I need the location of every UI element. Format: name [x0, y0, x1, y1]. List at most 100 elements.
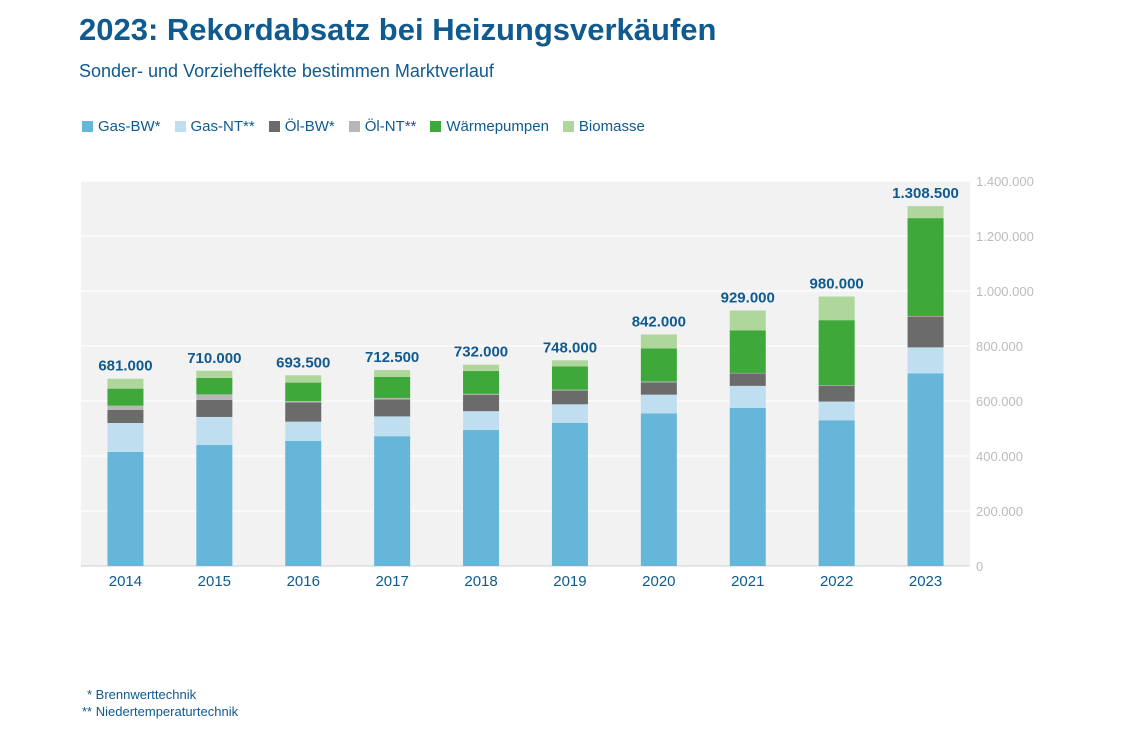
bar-segment-öl-nt [285, 401, 322, 403]
bar-segment-gas-bw [285, 440, 322, 566]
bar-segment-wärmepumpen [463, 371, 500, 394]
bar-segment-gas-nt [640, 394, 677, 414]
bar-segment-öl-nt [729, 372, 766, 374]
footnotes: * Brennwerttechnik ** Niedertemperaturte… [82, 686, 238, 720]
bar-segment-gas-nt [907, 347, 944, 374]
legend-swatch [430, 121, 442, 132]
bar-segment-wärmepumpen [107, 388, 144, 406]
bar-segment-gas-bw [818, 420, 855, 566]
bar-segment-öl-nt [196, 394, 233, 400]
y-tick-label: 200.000 [976, 504, 1023, 519]
x-tick-label: 2016 [287, 573, 320, 590]
bar-segment-biomasse [729, 310, 766, 331]
bar-segment-wärmepumpen [729, 330, 766, 373]
legend-swatch [82, 121, 93, 132]
bar-segment-biomasse [907, 206, 944, 219]
x-tick-label: 2014 [109, 573, 142, 590]
bar-segment-öl-bw [551, 390, 588, 405]
legend-label: Gas-NT** [190, 118, 255, 135]
bar-segment-wärmepumpen [640, 348, 677, 382]
bar-segment-biomasse [285, 375, 322, 383]
legend-item-biomasse: Biomasse [562, 118, 645, 135]
bar-total-label: 842.000 [632, 313, 686, 330]
bar-segment-gas-bw [551, 423, 588, 566]
bar-segment-öl-nt [463, 393, 500, 395]
legend-label: Biomasse [578, 118, 645, 135]
bar-segment-öl-nt [374, 397, 411, 400]
legend-item-gas-bw: Gas-BW* [82, 118, 161, 135]
bar-segment-öl-bw [640, 382, 677, 395]
legend-item-gas-nt: Gas-NT** [174, 118, 255, 135]
y-tick-label: 600.000 [976, 394, 1023, 409]
legend-swatch [174, 121, 186, 132]
legend-label: Öl-BW* [284, 118, 335, 135]
bar-segment-gas-nt [818, 401, 855, 421]
bar-total-label: 681.000 [98, 358, 152, 375]
bar-segment-wärmepumpen [285, 382, 322, 401]
bar-segment-wärmepumpen [374, 376, 411, 398]
y-tick-label: 1.200.000 [976, 229, 1034, 244]
bar-segment-öl-bw [196, 399, 233, 417]
bar-segment-gas-nt [463, 411, 500, 430]
legend-label: Gas-BW* [98, 118, 161, 135]
bar-segment-öl-nt [551, 389, 588, 391]
chart-title: 2023: Rekordabsatz bei Heizungsverkäufen [79, 12, 717, 47]
bar-segment-biomasse [107, 378, 144, 389]
x-tick-label: 2017 [375, 573, 408, 590]
x-tick-label: 2019 [553, 573, 586, 590]
x-tick-label: 2021 [731, 573, 764, 590]
legend-item-waermepumpen: Wärmepumpen [430, 118, 549, 135]
bar-segment-wärmepumpen [196, 377, 233, 395]
chart-legend: Gas-BW* Gas-NT** Öl-BW* Öl-NT** Wärmepum… [82, 118, 645, 135]
bar-total-label: 748.000 [543, 339, 597, 356]
bar-segment-wärmepumpen [818, 320, 855, 386]
footnote-brennwerttechnik: * Brennwerttechnik [87, 687, 197, 702]
y-tick-label: 800.000 [976, 339, 1023, 354]
bar-segment-öl-bw [729, 373, 766, 386]
y-tick-label: 0 [976, 559, 983, 574]
bar-segment-biomasse [463, 364, 500, 372]
bar-segment-gas-bw [107, 451, 144, 566]
bar-segment-gas-bw [374, 436, 411, 566]
bar-total-label: 712.500 [365, 349, 419, 366]
bar-total-label: 732.000 [454, 344, 508, 361]
bar-segment-gas-bw [196, 445, 233, 566]
bar-segment-biomasse [551, 360, 588, 367]
bar-total-label: 980.000 [810, 276, 864, 293]
bar-segment-gas-nt [107, 423, 144, 452]
bar-segment-öl-nt [818, 385, 855, 386]
y-tick-label: 400.000 [976, 449, 1023, 464]
bar-segment-öl-bw [463, 394, 500, 412]
legend-item-oel-nt: Öl-NT** [348, 118, 417, 135]
bar-segment-gas-nt [551, 404, 588, 423]
bar-segment-gas-bw [463, 429, 500, 566]
bar-total-label: 929.000 [721, 290, 775, 307]
bar-segment-gas-nt [196, 416, 233, 445]
legend-swatch [562, 121, 574, 132]
bar-segment-öl-bw [285, 402, 322, 422]
bar-segment-biomasse [196, 370, 233, 378]
legend-swatch [348, 121, 360, 132]
bar-segment-öl-nt [640, 381, 677, 383]
legend-item-oel-bw: Öl-BW* [268, 118, 335, 135]
bar-segment-öl-nt [907, 316, 944, 317]
y-tick-label: 1.400.000 [976, 174, 1034, 189]
bar-segment-gas-bw [640, 413, 677, 566]
bar-segment-gas-bw [907, 373, 944, 566]
x-tick-label: 2022 [820, 573, 853, 590]
bar-total-label: 693.500 [276, 354, 330, 371]
bar-segment-wärmepumpen [907, 218, 944, 317]
x-tick-label: 2020 [642, 573, 675, 590]
chart-subtitle: Sonder- und Vorzieheffekte bestimmen Mar… [79, 61, 494, 81]
bar-segment-öl-bw [107, 409, 144, 423]
bar-segment-gas-nt [729, 385, 766, 408]
bar-segment-öl-nt [107, 405, 144, 410]
bar-segment-öl-bw [818, 385, 855, 402]
legend-swatch [268, 121, 280, 132]
legend-label: Öl-NT** [364, 118, 417, 135]
bar-segment-öl-bw [907, 316, 944, 348]
bar-segment-öl-bw [374, 399, 411, 417]
x-tick-label: 2018 [464, 573, 497, 590]
x-tick-label: 2015 [198, 573, 231, 590]
